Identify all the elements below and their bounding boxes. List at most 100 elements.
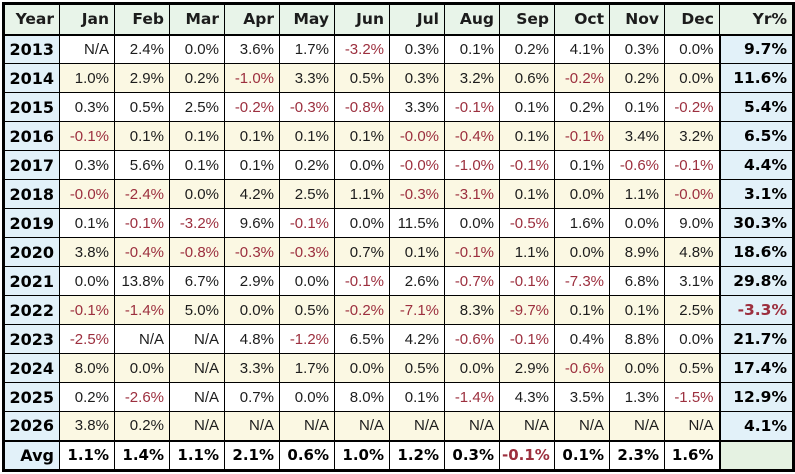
value-cell: 0.1% xyxy=(389,237,445,267)
value-cell: N/A xyxy=(664,411,720,441)
value-cell: 8.8% xyxy=(609,324,665,354)
value-cell: 6.8% xyxy=(609,266,665,296)
avg-value-cell: -0.1% xyxy=(499,439,555,471)
table-row: 2021 0.0% 13.8% 6.7% 2.9% 0.0% -0.1% 2.6% -0.7% -… xyxy=(3,266,794,296)
table-row: 2026 3.8% 0.2% N/A N/A N/A N/A N/A N/A N/A N/A N/A N… xyxy=(3,411,794,441)
value-cell: 0.3% xyxy=(389,34,445,64)
value-cell: 0.6% xyxy=(499,63,555,93)
table-header: Year Jan Feb Mar Apr May Jun Jul Aug Sep Oct Nov Dec… xyxy=(3,3,794,36)
value-cell: 0.0% xyxy=(554,179,610,209)
value-cell: 0.1% xyxy=(499,121,555,151)
value-cell: 0.1% xyxy=(444,34,500,64)
value-cell: 0.0% xyxy=(334,208,390,238)
year-cell: 2018 xyxy=(3,179,60,209)
year-cell: 2019 xyxy=(3,208,60,238)
value-cell: 0.3% xyxy=(389,63,445,93)
value-cell: 4.1% xyxy=(554,34,610,64)
value-cell: -0.7% xyxy=(444,266,500,296)
value-cell: -1.4% xyxy=(114,295,170,325)
value-cell: N/A xyxy=(169,324,225,354)
value-cell: 3.3% xyxy=(224,353,280,383)
value-cell: 2.5% xyxy=(664,295,720,325)
value-cell: 8.0% xyxy=(59,353,115,383)
value-cell: 8.9% xyxy=(609,237,665,267)
value-cell: 0.3% xyxy=(59,150,115,180)
value-cell: 0.0% xyxy=(444,353,500,383)
table-row: 2019 0.1% -0.1% -3.2% 9.6% -0.1% 0.0% 11.5% 0.0%… xyxy=(3,208,794,238)
value-cell: -7.1% xyxy=(389,295,445,325)
value-cell: 1.3% xyxy=(609,382,665,412)
value-cell: 3.5% xyxy=(554,382,610,412)
value-cell: 9.6% xyxy=(224,208,280,238)
avg-value-cell: 1.1% xyxy=(59,439,115,471)
value-cell: 0.0% xyxy=(114,353,170,383)
value-cell: 0.7% xyxy=(224,382,280,412)
value-cell: 0.2% xyxy=(499,34,555,64)
value-cell: -0.0% xyxy=(59,179,115,209)
value-cell: 1.1% xyxy=(609,179,665,209)
value-cell: -2.5% xyxy=(59,324,115,354)
value-cell: -0.1% xyxy=(499,266,555,296)
month-column-header: Sep xyxy=(499,3,555,36)
value-cell: -0.8% xyxy=(169,237,225,267)
value-cell: 8.3% xyxy=(444,295,500,325)
value-cell: 0.5% xyxy=(334,63,390,93)
value-cell: 2.5% xyxy=(169,92,225,122)
value-cell: -3.2% xyxy=(334,34,390,64)
value-cell: -0.1% xyxy=(664,150,720,180)
yr-total-cell: 17.4% xyxy=(718,353,794,383)
value-cell: 0.0% xyxy=(664,63,720,93)
month-column-header: Feb xyxy=(114,3,170,36)
value-cell: N/A xyxy=(554,411,610,441)
value-cell: 9.0% xyxy=(664,208,720,238)
header-row: Year Jan Feb Mar Apr May Jun Jul Aug Sep Oct Nov Dec… xyxy=(3,3,794,36)
table-row: 2024 8.0% 0.0% N/A 3.3% 1.7% 0.0% 0.5% 0.0% 2.9% -… xyxy=(3,353,794,383)
value-cell: 0.1% xyxy=(499,92,555,122)
table-row: 2023 -2.5% N/A N/A 4.8% -1.2% 6.5% 4.2% -0.6% -0.… xyxy=(3,324,794,354)
value-cell: 2.9% xyxy=(224,266,280,296)
yr-total-cell: 29.8% xyxy=(718,266,794,296)
value-cell: 3.8% xyxy=(59,237,115,267)
yr-total-cell: 12.9% xyxy=(718,382,794,412)
value-cell: 3.3% xyxy=(389,92,445,122)
value-cell: 0.2% xyxy=(554,92,610,122)
value-cell: N/A xyxy=(169,411,225,441)
value-cell: 0.0% xyxy=(444,208,500,238)
value-cell: 3.8% xyxy=(59,411,115,441)
value-cell: N/A xyxy=(169,353,225,383)
yr-total-cell: 5.4% xyxy=(718,92,794,122)
value-cell: 1.1% xyxy=(334,179,390,209)
value-cell: 0.0% xyxy=(334,353,390,383)
value-cell: 0.1% xyxy=(114,121,170,151)
value-cell: N/A xyxy=(169,382,225,412)
table-row: 2022 -0.1% -1.4% 5.0% 0.0% 0.5% -0.2% -7.1% 8.3%… xyxy=(3,295,794,325)
value-cell: 0.1% xyxy=(59,208,115,238)
value-cell: -0.2% xyxy=(334,295,390,325)
year-cell: 2023 xyxy=(3,324,60,354)
avg-value-cell: 1.2% xyxy=(389,439,445,471)
month-column-header: Nov xyxy=(609,3,665,36)
avg-row: Avg 1.1% 1.4% 1.1% 2.1% 0.6% 1.0% 1.2% 0.3% -0.1%… xyxy=(3,439,794,471)
value-cell: -1.0% xyxy=(224,63,280,93)
month-column-header: Jun xyxy=(334,3,390,36)
value-cell: 1.1% xyxy=(499,237,555,267)
value-cell: 0.1% xyxy=(554,150,610,180)
yr-total-cell: 3.1% xyxy=(718,179,794,209)
value-cell: 0.0% xyxy=(664,324,720,354)
value-cell: -0.2% xyxy=(224,92,280,122)
value-cell: 0.1% xyxy=(169,150,225,180)
value-cell: 0.2% xyxy=(609,63,665,93)
avg-value-cell: 1.1% xyxy=(169,439,225,471)
value-cell: -0.1% xyxy=(444,92,500,122)
value-cell: -0.6% xyxy=(554,353,610,383)
value-cell: -1.0% xyxy=(444,150,500,180)
year-cell: 2013 xyxy=(3,34,60,64)
value-cell: N/A xyxy=(279,411,335,441)
avg-value-cell: 0.3% xyxy=(444,439,500,471)
value-cell: -0.1% xyxy=(59,295,115,325)
value-cell: 0.1% xyxy=(499,179,555,209)
value-cell: 0.0% xyxy=(279,382,335,412)
value-cell: 3.2% xyxy=(444,63,500,93)
avg-yr-total-cell xyxy=(718,439,794,471)
